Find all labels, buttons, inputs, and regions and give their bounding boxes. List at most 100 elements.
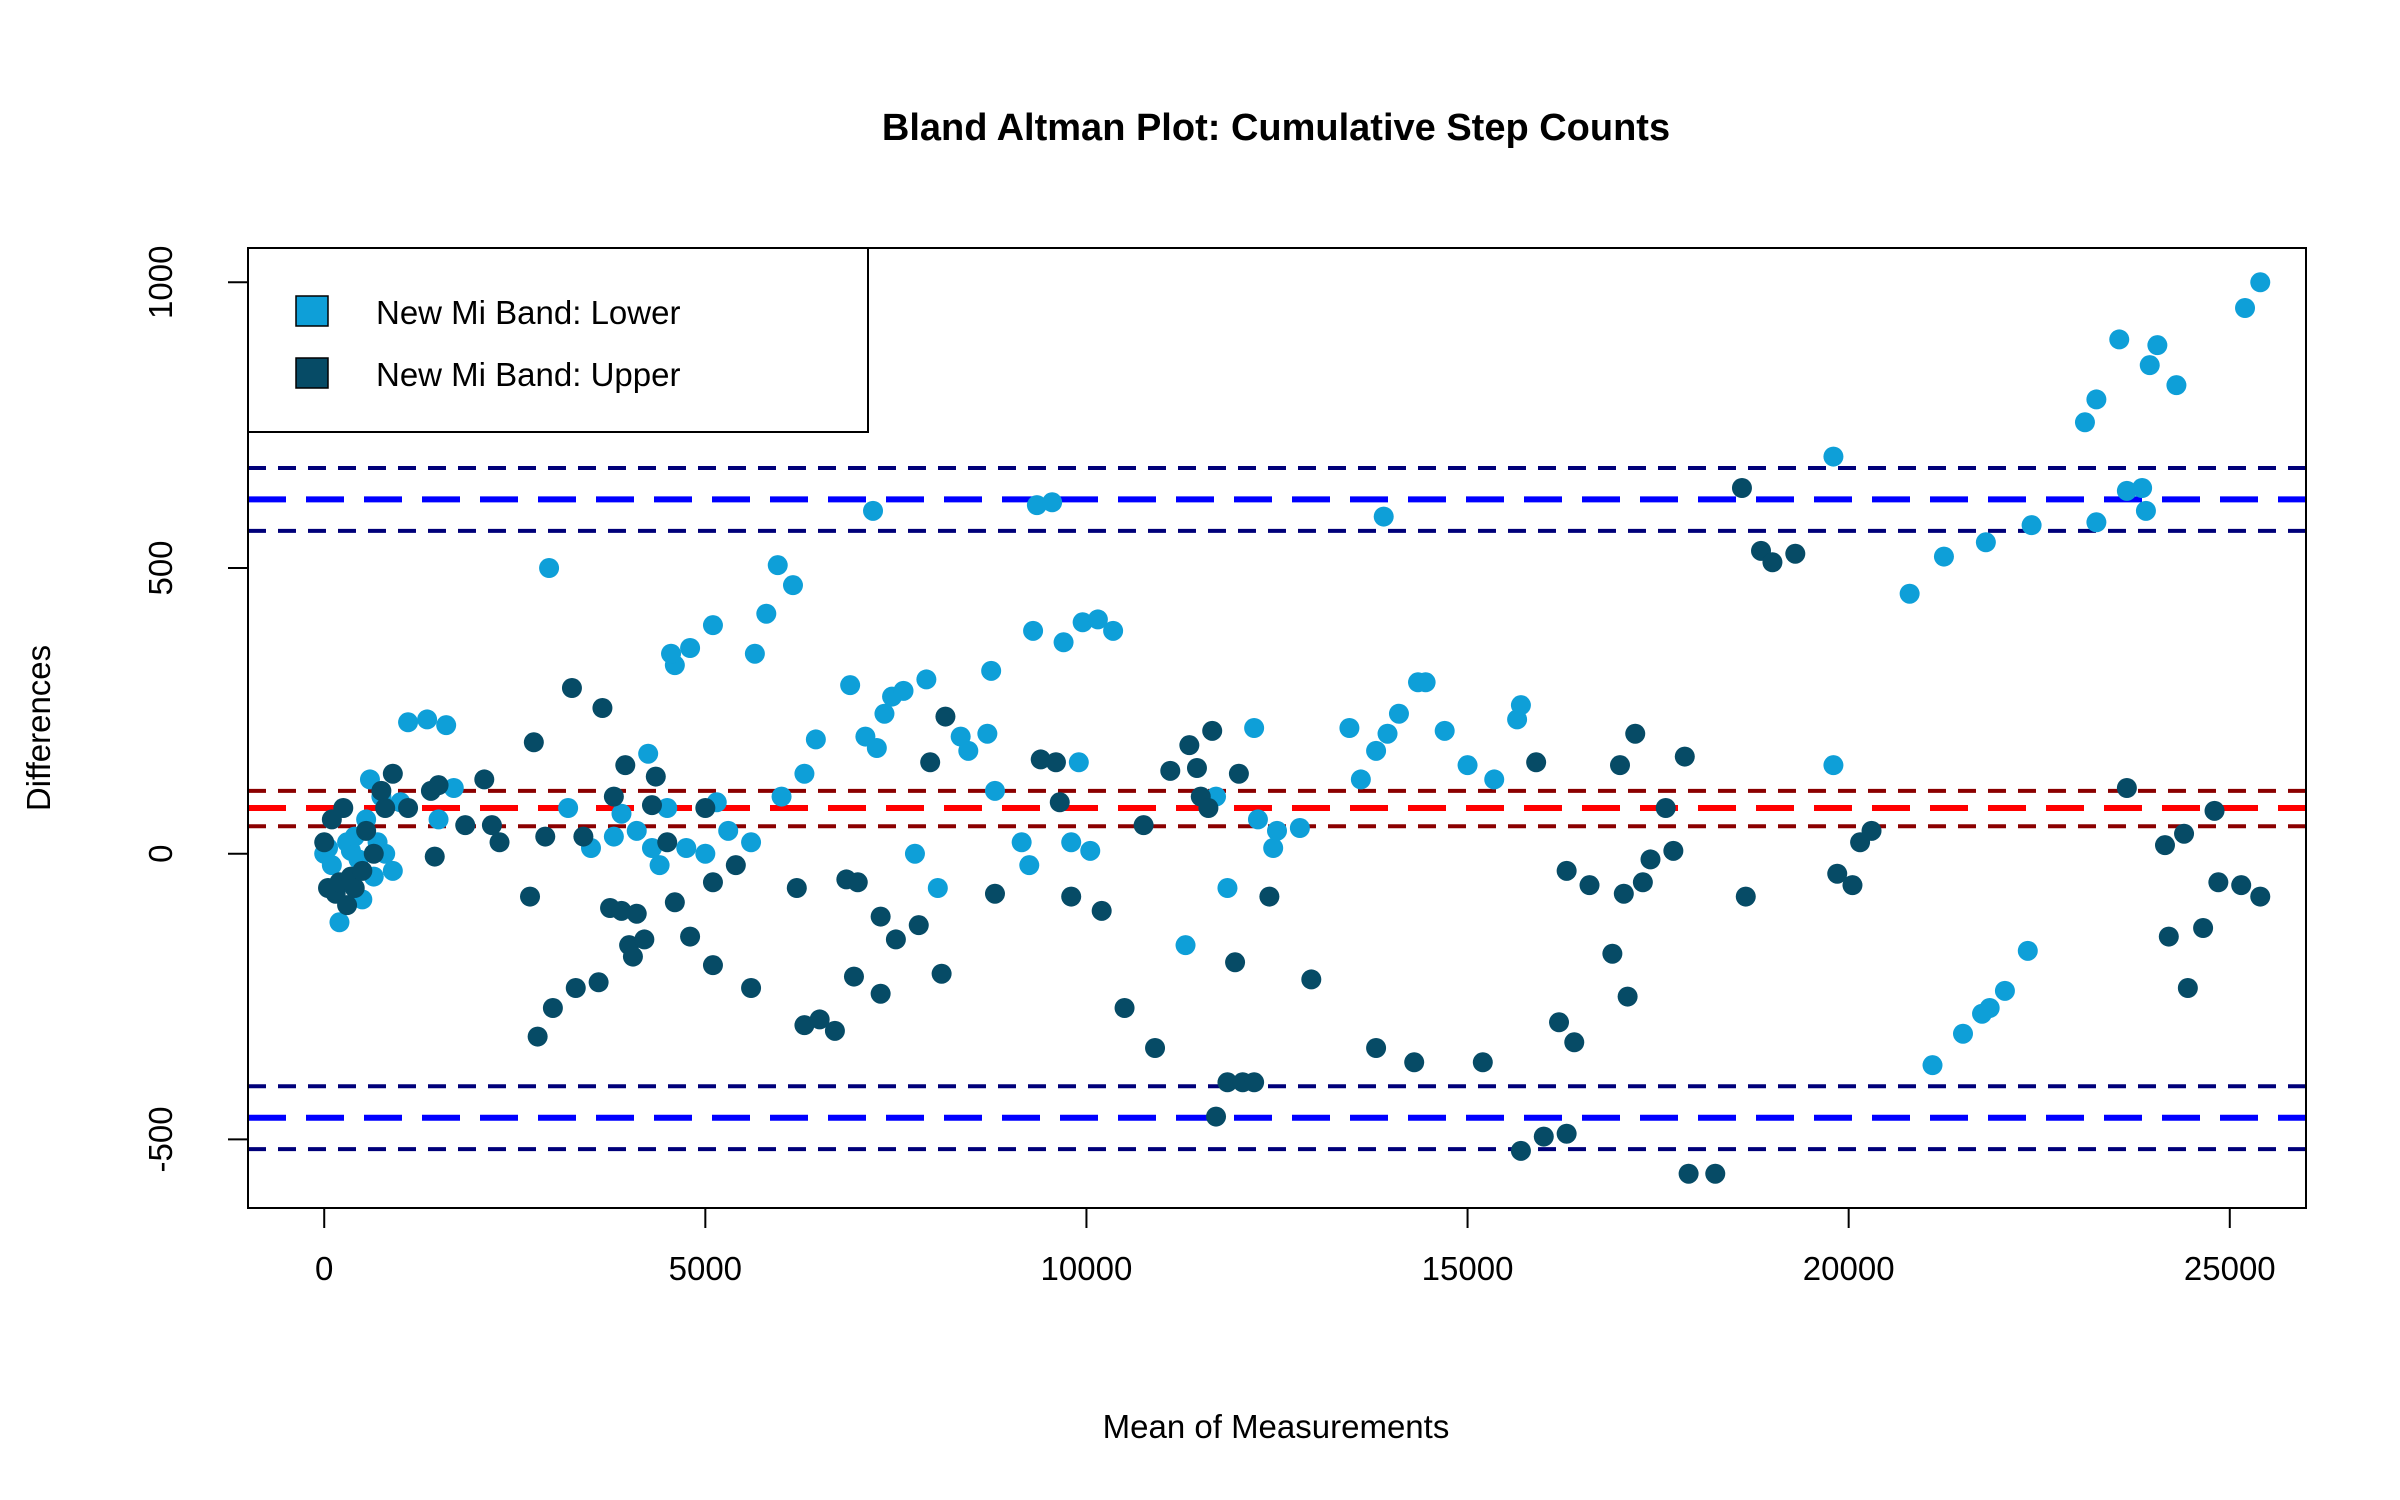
- point-1-31: [588, 972, 609, 993]
- point-1-89: [1404, 1052, 1425, 1073]
- point-0-76: [1103, 620, 1124, 641]
- point-1-5: [333, 798, 354, 818]
- y-axis: -500 0 500 1000: [142, 246, 249, 1172]
- point-0-87: [1366, 740, 1387, 761]
- point-0-83: [1267, 820, 1287, 841]
- point-1-14: [382, 763, 403, 784]
- point-0-69: [1042, 492, 1063, 513]
- point-1-50: [741, 978, 762, 998]
- x-axis: 0 5000 10000 15000 20000 25000: [315, 1207, 2276, 1287]
- point-1-60: [885, 929, 906, 950]
- point-0-43: [744, 643, 765, 664]
- point-0-19: [398, 712, 419, 733]
- point-1-122: [2158, 926, 2179, 947]
- point-1-46: [695, 798, 716, 818]
- point-0-27: [603, 826, 624, 847]
- point-0-106: [1994, 980, 2015, 1001]
- point-0-44: [756, 603, 777, 624]
- point-0-39: [702, 615, 723, 636]
- data-points: [314, 272, 2271, 1184]
- y-tick-label-1: 0: [142, 845, 179, 863]
- point-0-47: [782, 575, 803, 596]
- point-0-21: [436, 715, 457, 736]
- point-1-114: [1762, 552, 1783, 573]
- point-1-20: [474, 769, 495, 790]
- point-0-93: [1434, 720, 1455, 741]
- point-1-67: [1045, 752, 1066, 773]
- point-1-104: [1632, 872, 1653, 893]
- point-1-42: [645, 766, 666, 787]
- point-0-86: [1350, 769, 1371, 790]
- point-1-125: [2193, 918, 2214, 938]
- point-1-58: [870, 906, 891, 927]
- point-0-50: [840, 675, 861, 696]
- point-0-65: [1011, 832, 1032, 853]
- point-0-67: [1023, 620, 1044, 641]
- point-1-100: [1610, 755, 1630, 776]
- point-1-34: [603, 786, 624, 807]
- point-1-23: [520, 886, 541, 907]
- point-1-112: [1735, 886, 1756, 907]
- point-1-48: [702, 955, 723, 976]
- point-0-74: [1080, 840, 1101, 861]
- point-1-81: [1217, 1072, 1238, 1093]
- legend-swatch-lower: [295, 295, 329, 327]
- point-0-61: [958, 740, 979, 761]
- point-0-117: [2139, 355, 2160, 376]
- x-axis-label: Mean of Measurements: [1103, 1408, 1450, 1445]
- point-0-25: [558, 798, 579, 818]
- point-1-40: [634, 929, 655, 950]
- x-tick-label-2: 10000: [1041, 1250, 1133, 1287]
- point-0-35: [661, 643, 682, 664]
- point-1-94: [1549, 1012, 1570, 1033]
- point-1-13: [375, 798, 396, 818]
- point-0-4: [329, 912, 350, 933]
- point-1-78: [1198, 798, 1219, 818]
- legend-swatch-upper: [295, 357, 329, 389]
- point-0-110: [2074, 412, 2095, 433]
- point-1-26: [535, 826, 556, 847]
- point-1-38: [622, 946, 643, 967]
- point-1-92: [1526, 752, 1547, 773]
- point-0-79: [1217, 878, 1238, 898]
- point-0-23: [428, 809, 449, 830]
- point-1-53: [809, 1009, 830, 1030]
- point-1-120: [2116, 778, 2137, 798]
- point-1-21: [481, 815, 502, 836]
- point-0-52: [863, 500, 884, 521]
- point-0-100: [1899, 583, 1920, 604]
- point-0-114: [2116, 480, 2137, 501]
- point-0-45: [767, 555, 788, 576]
- point-0-116: [2135, 500, 2156, 521]
- point-1-86: [1259, 886, 1280, 907]
- point-1-124: [2177, 978, 2198, 998]
- point-1-95: [1556, 1123, 1577, 1144]
- point-0-42: [741, 832, 762, 853]
- point-1-73: [1145, 1038, 1166, 1058]
- point-1-121: [2154, 835, 2175, 856]
- point-1-66: [1030, 749, 1051, 770]
- point-1-6: [337, 895, 358, 916]
- point-1-45: [680, 926, 701, 947]
- point-0-95: [1484, 769, 1505, 790]
- point-1-9: [352, 860, 373, 881]
- point-1-75: [1179, 735, 1200, 756]
- point-1-96: [1556, 860, 1577, 881]
- point-1-17: [424, 846, 445, 867]
- point-1-0: [314, 832, 335, 853]
- point-1-88: [1366, 1038, 1387, 1058]
- point-1-32: [592, 698, 613, 718]
- point-0-121: [2250, 272, 2271, 293]
- point-1-106: [1655, 798, 1676, 818]
- point-1-99: [1602, 943, 1623, 964]
- point-1-117: [1842, 875, 1863, 896]
- point-0-48: [794, 763, 815, 784]
- point-1-44: [664, 892, 685, 913]
- point-0-88: [1373, 506, 1394, 527]
- point-1-116: [1827, 863, 1848, 884]
- point-0-82: [1263, 838, 1284, 858]
- point-0-46: [771, 786, 792, 807]
- point-0-108: [1975, 532, 1996, 553]
- point-1-115: [1785, 543, 1806, 564]
- point-0-97: [1510, 695, 1531, 716]
